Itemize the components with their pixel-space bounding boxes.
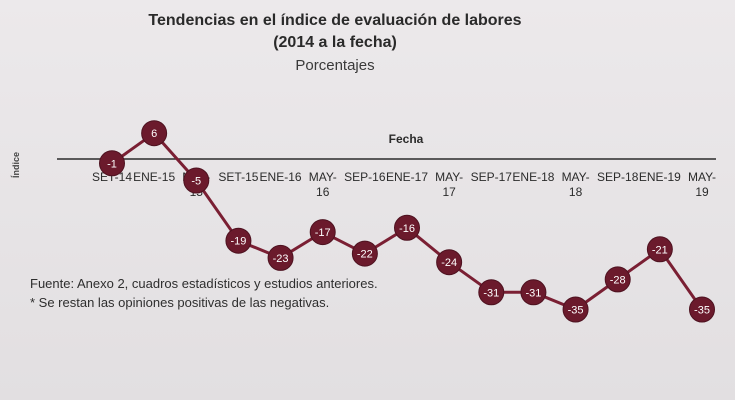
- data-label: -35: [694, 305, 710, 317]
- data-label: -19: [230, 236, 246, 248]
- x-tick-label: MAY-18: [562, 170, 590, 199]
- x-tick-label: ENE-15: [133, 170, 175, 184]
- data-point: [309, 219, 336, 246]
- data-point: [225, 227, 252, 254]
- data-label: -35: [568, 305, 584, 317]
- data-point: [436, 249, 463, 276]
- x-tick-label: ENE-16: [260, 170, 302, 184]
- data-point: [351, 240, 378, 267]
- x-tick-label: SEP-18: [597, 170, 639, 184]
- data-point: [646, 236, 673, 263]
- x-tick-label: MAY-17: [435, 170, 463, 199]
- data-label: -31: [525, 287, 541, 299]
- x-tick-label: ENE-17: [386, 170, 428, 184]
- data-label: -31: [483, 287, 499, 299]
- x-tick-label: MAY-19: [688, 170, 716, 199]
- data-point: [267, 244, 294, 271]
- data-label: 6: [151, 128, 157, 140]
- chart-subtitle: (2014 a la fecha): [273, 34, 397, 51]
- data-label: -28: [610, 274, 626, 286]
- data-label: -1: [107, 158, 117, 170]
- data-point: [141, 120, 168, 147]
- data-point: [183, 167, 210, 194]
- data-label: -23: [273, 253, 289, 265]
- data-point: [99, 150, 125, 177]
- data-label: -24: [441, 257, 457, 269]
- x-axis-title: Fecha: [389, 132, 424, 146]
- chart-title: Tendencias en el índice de evaluación de…: [148, 12, 522, 29]
- x-tick-label: ENE-19: [639, 170, 681, 184]
- x-tick-label: ENE-18: [512, 170, 554, 184]
- x-tick-label: SET-14: [92, 170, 132, 184]
- data-label: -21: [652, 244, 668, 256]
- data-point: [689, 296, 715, 323]
- x-tick-label: SET-15: [218, 170, 258, 184]
- data-label: -5: [191, 176, 201, 188]
- data-label: -22: [357, 249, 373, 261]
- x-tick-label: MAY-16: [309, 170, 337, 199]
- source-note: Fuente: Anexo 2, cuadros estadísticos y …: [30, 276, 378, 291]
- data-point: [604, 266, 631, 293]
- chart-unit-label: Porcentajes: [295, 57, 375, 74]
- x-tick-label: SEP-16: [344, 170, 386, 184]
- data-label: -17: [315, 227, 331, 239]
- x-tick-label: SEP-17: [471, 170, 513, 184]
- data-point: [520, 279, 547, 306]
- data-point: [394, 214, 420, 241]
- data-point: [478, 279, 505, 306]
- data-label: -16: [399, 223, 415, 235]
- data-point: [562, 296, 589, 323]
- footnote: * Se restan las opiniones positivas de l…: [30, 295, 330, 310]
